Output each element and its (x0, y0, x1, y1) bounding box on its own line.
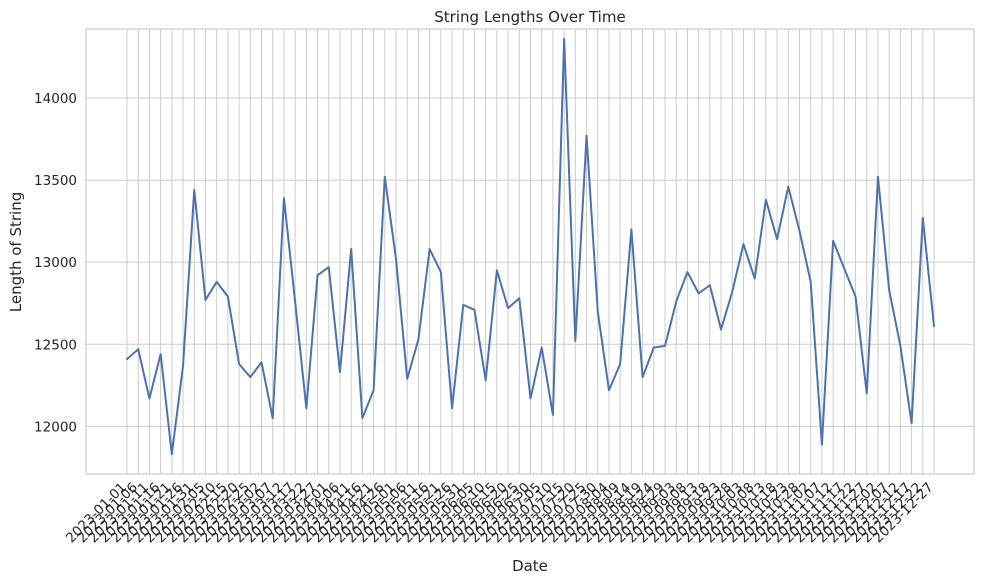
data-point (496, 269, 498, 271)
data-point (899, 345, 901, 347)
plot-frame (85, 28, 975, 475)
data-point (855, 296, 857, 298)
data-point (911, 422, 913, 424)
data-point (698, 292, 700, 294)
series-line (126, 37, 935, 456)
data-point (608, 389, 610, 391)
data-point (754, 278, 756, 280)
y-axis-label: Length of String (7, 192, 25, 313)
x-axis-label: Date (512, 557, 548, 575)
data-point (642, 376, 644, 378)
series-group (126, 37, 935, 456)
x-tick-labels: 2023-01-012023-01-062023-01-112023-01-16… (63, 480, 937, 547)
y-tick-label: 14000 (34, 91, 77, 107)
data-point (933, 325, 935, 327)
data-point (597, 310, 599, 312)
y-tick-label: 12000 (34, 419, 77, 435)
y-gridlines (86, 97, 974, 427)
data-point (451, 407, 453, 409)
y-tick-labels: 12000 12500 13000 13500 14000 (34, 91, 77, 435)
data-point (339, 371, 341, 373)
data-point (182, 365, 184, 367)
data-point (462, 304, 464, 306)
data-point (832, 240, 834, 242)
data-point (888, 289, 890, 291)
data-point (126, 358, 128, 360)
data-point (586, 135, 588, 137)
data-point (238, 363, 240, 365)
data-point (171, 453, 173, 455)
data-point (799, 230, 801, 232)
data-point (227, 296, 229, 298)
data-point (350, 248, 352, 250)
data-point (541, 347, 543, 349)
data-point (249, 376, 251, 378)
data-point (283, 197, 285, 199)
data-point (843, 268, 845, 270)
data-point (821, 443, 823, 445)
data-point (619, 363, 621, 365)
data-point (473, 309, 475, 311)
data-point (160, 353, 162, 355)
data-point (137, 348, 139, 350)
data-point (686, 271, 688, 273)
data-point (261, 361, 263, 363)
data-point (877, 176, 879, 178)
data-point (787, 186, 789, 188)
y-tick-label: 12500 (34, 337, 77, 353)
data-point (866, 393, 868, 395)
data-point (507, 307, 509, 309)
data-point (317, 274, 319, 276)
data-point (810, 281, 812, 283)
data-point (574, 340, 576, 342)
data-point (530, 397, 532, 399)
data-point (776, 238, 778, 240)
data-point (216, 281, 218, 283)
chart-title: String Lengths Over Time (434, 8, 625, 26)
data-point (294, 301, 296, 303)
data-point (417, 338, 419, 340)
data-point (563, 38, 565, 40)
x-gridlines (126, 29, 935, 474)
data-point (630, 228, 632, 230)
data-point (765, 199, 767, 201)
data-point (653, 347, 655, 349)
data-point (552, 414, 554, 416)
y-tick-label: 13500 (34, 173, 77, 189)
data-point (720, 328, 722, 330)
data-point (922, 217, 924, 219)
data-point (204, 299, 206, 301)
data-point (361, 417, 363, 419)
data-point (328, 266, 330, 268)
data-point (518, 297, 520, 299)
data-point (395, 258, 397, 260)
data-point (485, 379, 487, 381)
data-point (731, 291, 733, 293)
data-point (148, 397, 150, 399)
data-point (384, 176, 386, 178)
data-point (675, 301, 677, 303)
y-tick-label: 13000 (34, 255, 77, 271)
data-point (193, 189, 195, 191)
data-point (272, 417, 274, 419)
data-point (373, 389, 375, 391)
data-point (709, 284, 711, 286)
data-point (429, 248, 431, 250)
data-point (742, 243, 744, 245)
data-point (664, 345, 666, 347)
data-point (440, 271, 442, 273)
data-point (406, 378, 408, 380)
data-point (305, 407, 307, 409)
